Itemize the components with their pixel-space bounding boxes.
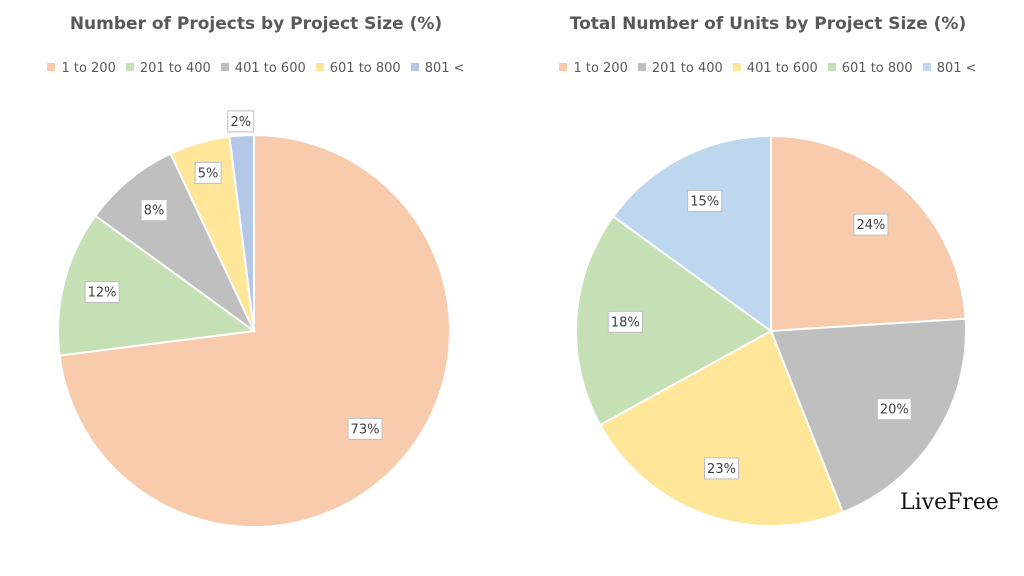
data-label-801: 2% bbox=[230, 115, 251, 130]
chart-title: Number of Projects by Project Size (%) bbox=[69, 14, 443, 34]
legend-label: 601 to 800 bbox=[329, 61, 401, 76]
data-label-401-to-600: 23% bbox=[707, 462, 736, 477]
legend-label: 401 to 600 bbox=[234, 61, 306, 76]
legend-swatch bbox=[732, 63, 741, 71]
legend-label: 401 to 600 bbox=[746, 61, 818, 76]
data-label-601-to-800: 18% bbox=[611, 315, 640, 330]
pie-slice-801 bbox=[228, 133, 255, 332]
data-label-1-to-200: 24% bbox=[856, 218, 885, 233]
legend-swatch bbox=[315, 63, 324, 71]
legend-label: 1 to 200 bbox=[61, 61, 116, 76]
legend-swatch bbox=[47, 63, 56, 71]
legend-swatch bbox=[637, 63, 646, 71]
data-label-box bbox=[347, 417, 383, 440]
brand-logo: LiveFree bbox=[900, 490, 999, 515]
legend-item-401-to-600: 401 to 600 bbox=[732, 61, 818, 76]
legend-item-1-to-200: 1 to 200 bbox=[47, 61, 116, 76]
data-label-box bbox=[84, 281, 120, 303]
pie-chart: 24% 20% 23% 18% 15% bbox=[575, 134, 968, 527]
legend-swatch bbox=[827, 63, 836, 71]
legend-item-801: 801 < bbox=[410, 61, 465, 76]
data-label-401-to-600: 8% bbox=[144, 204, 165, 219]
chart-units: Total Number of Units by Project Size (%… bbox=[512, 0, 1024, 576]
data-label-box bbox=[607, 310, 643, 333]
pie-slice-801 bbox=[611, 134, 772, 333]
legend-item-1-to-200: 1 to 200 bbox=[559, 61, 628, 76]
pie-slice-401-to-600 bbox=[598, 329, 845, 527]
legend-label: 801 < bbox=[424, 61, 465, 76]
legend-label: 1 to 200 bbox=[573, 61, 628, 76]
legend-swatch bbox=[125, 63, 134, 71]
legend-item-201-to-400: 201 to 400 bbox=[637, 61, 723, 76]
legend-item-601-to-800: 601 to 800 bbox=[827, 61, 913, 76]
legend-swatch bbox=[922, 63, 931, 71]
legend-item-801: 801 < bbox=[922, 61, 977, 76]
data-label-801: 15% bbox=[690, 194, 719, 209]
data-label-box bbox=[194, 161, 222, 184]
data-label-box bbox=[687, 189, 723, 212]
legend-item-201-to-400: 201 to 400 bbox=[125, 61, 211, 76]
legend-swatch bbox=[220, 63, 229, 71]
legend-label: 801 < bbox=[936, 61, 977, 76]
data-label-box bbox=[227, 110, 255, 133]
data-label-1-to-200: 73% bbox=[351, 422, 380, 437]
pie-chart: 73% 12% 8% 5% 2% bbox=[57, 110, 451, 528]
legend-swatch bbox=[559, 63, 568, 71]
data-label-box bbox=[853, 213, 889, 236]
pie-slice-201-to-400 bbox=[57, 214, 257, 357]
chart-legend: 1 to 200 201 to 400 401 to 600 601 to 800 80… bbox=[0, 61, 512, 76]
legend-swatch bbox=[410, 63, 419, 71]
chart-title: Total Number of Units by Project Size (%… bbox=[569, 14, 967, 34]
data-label-box bbox=[704, 457, 739, 480]
data-label-box bbox=[140, 199, 168, 222]
pie-slice-201-to-400 bbox=[769, 317, 968, 514]
chart-projects: Number of Projects by Project Size (%) 1… bbox=[0, 14, 512, 528]
data-label-box bbox=[876, 398, 912, 421]
chart-legend: 1 to 200 201 to 400 401 to 600 601 to 800 80… bbox=[512, 61, 1024, 76]
legend-label: 601 to 800 bbox=[841, 61, 913, 76]
legend-item-601-to-800: 601 to 800 bbox=[315, 61, 401, 76]
pie-slice-601-to-800 bbox=[575, 214, 773, 427]
pie-slice-401-to-600 bbox=[94, 152, 255, 332]
legend-label: 201 to 400 bbox=[651, 61, 723, 76]
data-label-201-to-400: 12% bbox=[88, 286, 117, 301]
legend-label: 201 to 400 bbox=[139, 61, 211, 76]
data-label-201-to-400: 20% bbox=[880, 403, 909, 418]
legend-item-401-to-600: 401 to 600 bbox=[220, 61, 306, 76]
data-label-601-to-800: 5% bbox=[198, 166, 219, 181]
